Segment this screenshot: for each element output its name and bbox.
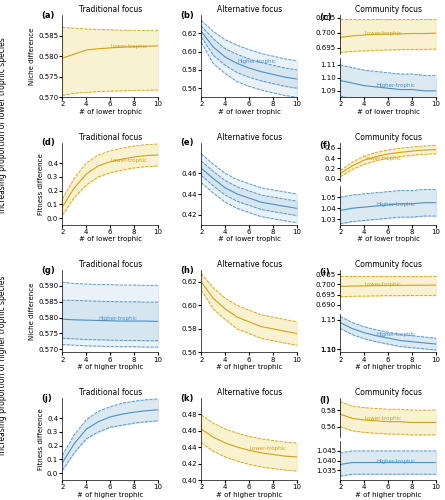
- Title: Alternative focus: Alternative focus: [217, 260, 282, 270]
- Text: Lower-trophic: Lower-trophic: [110, 158, 147, 163]
- Text: Higher-trophic: Higher-trophic: [98, 316, 137, 322]
- Y-axis label: Niche difference: Niche difference: [29, 28, 35, 85]
- Text: (a): (a): [41, 11, 55, 20]
- Text: Higher-trophic: Higher-trophic: [376, 458, 415, 464]
- Title: Alternative focus: Alternative focus: [217, 133, 282, 142]
- X-axis label: # of lower trophic: # of lower trophic: [218, 236, 281, 242]
- Title: Alternative focus: Alternative focus: [217, 5, 282, 14]
- Text: Lower-trophic: Lower-trophic: [364, 416, 401, 421]
- Text: Lower-trophic: Lower-trophic: [364, 31, 401, 36]
- Title: Alternative focus: Alternative focus: [217, 388, 282, 397]
- Title: Community focus: Community focus: [355, 388, 422, 397]
- X-axis label: # of lower trophic: # of lower trophic: [357, 109, 420, 115]
- X-axis label: # of lower trophic: # of lower trophic: [357, 236, 420, 242]
- X-axis label: # of higher trophic: # of higher trophic: [355, 364, 421, 370]
- Text: Higher-trophic: Higher-trophic: [237, 60, 276, 64]
- Text: Higher-trophic: Higher-trophic: [376, 202, 415, 207]
- Y-axis label: Fitness difference: Fitness difference: [38, 408, 44, 470]
- Title: Traditional focus: Traditional focus: [79, 133, 142, 142]
- Text: (j): (j): [41, 394, 52, 402]
- Text: (c): (c): [319, 13, 332, 22]
- Title: Community focus: Community focus: [355, 5, 422, 14]
- Text: (g): (g): [41, 266, 55, 275]
- X-axis label: # of higher trophic: # of higher trophic: [77, 492, 143, 498]
- Title: Traditional focus: Traditional focus: [79, 5, 142, 14]
- Text: Lower-trophic: Lower-trophic: [364, 282, 401, 287]
- Title: Traditional focus: Traditional focus: [79, 388, 142, 397]
- Text: Higher-trophic: Higher-trophic: [376, 332, 415, 336]
- X-axis label: # of lower trophic: # of lower trophic: [79, 109, 142, 115]
- X-axis label: # of higher trophic: # of higher trophic: [216, 364, 283, 370]
- Title: Community focus: Community focus: [355, 133, 422, 142]
- Text: Increasing proportion of lower trophic species: Increasing proportion of lower trophic s…: [0, 37, 7, 213]
- X-axis label: # of higher trophic: # of higher trophic: [355, 492, 421, 498]
- X-axis label: # of higher trophic: # of higher trophic: [77, 364, 143, 370]
- Text: (e): (e): [180, 138, 194, 147]
- Text: (d): (d): [41, 138, 55, 147]
- X-axis label: # of lower trophic: # of lower trophic: [79, 236, 142, 242]
- Text: (l): (l): [319, 396, 330, 405]
- Text: Lower-trophic: Lower-trophic: [249, 446, 286, 452]
- Text: Higher-trophic: Higher-trophic: [376, 83, 415, 88]
- Text: Lower-trophic: Lower-trophic: [364, 156, 401, 161]
- Text: (f): (f): [319, 140, 331, 149]
- Text: (b): (b): [180, 11, 194, 20]
- Text: (i): (i): [319, 268, 330, 277]
- Y-axis label: Fitness difference: Fitness difference: [38, 153, 44, 214]
- Text: (k): (k): [180, 394, 194, 402]
- Y-axis label: Niche difference: Niche difference: [29, 282, 35, 340]
- Text: Increasing proportion of higher trophic species: Increasing proportion of higher trophic …: [0, 275, 7, 455]
- X-axis label: # of lower trophic: # of lower trophic: [218, 109, 281, 115]
- Text: Lower-trophic: Lower-trophic: [110, 44, 147, 49]
- Text: (h): (h): [180, 266, 194, 275]
- Title: Traditional focus: Traditional focus: [79, 260, 142, 270]
- X-axis label: # of higher trophic: # of higher trophic: [216, 492, 283, 498]
- Title: Community focus: Community focus: [355, 260, 422, 270]
